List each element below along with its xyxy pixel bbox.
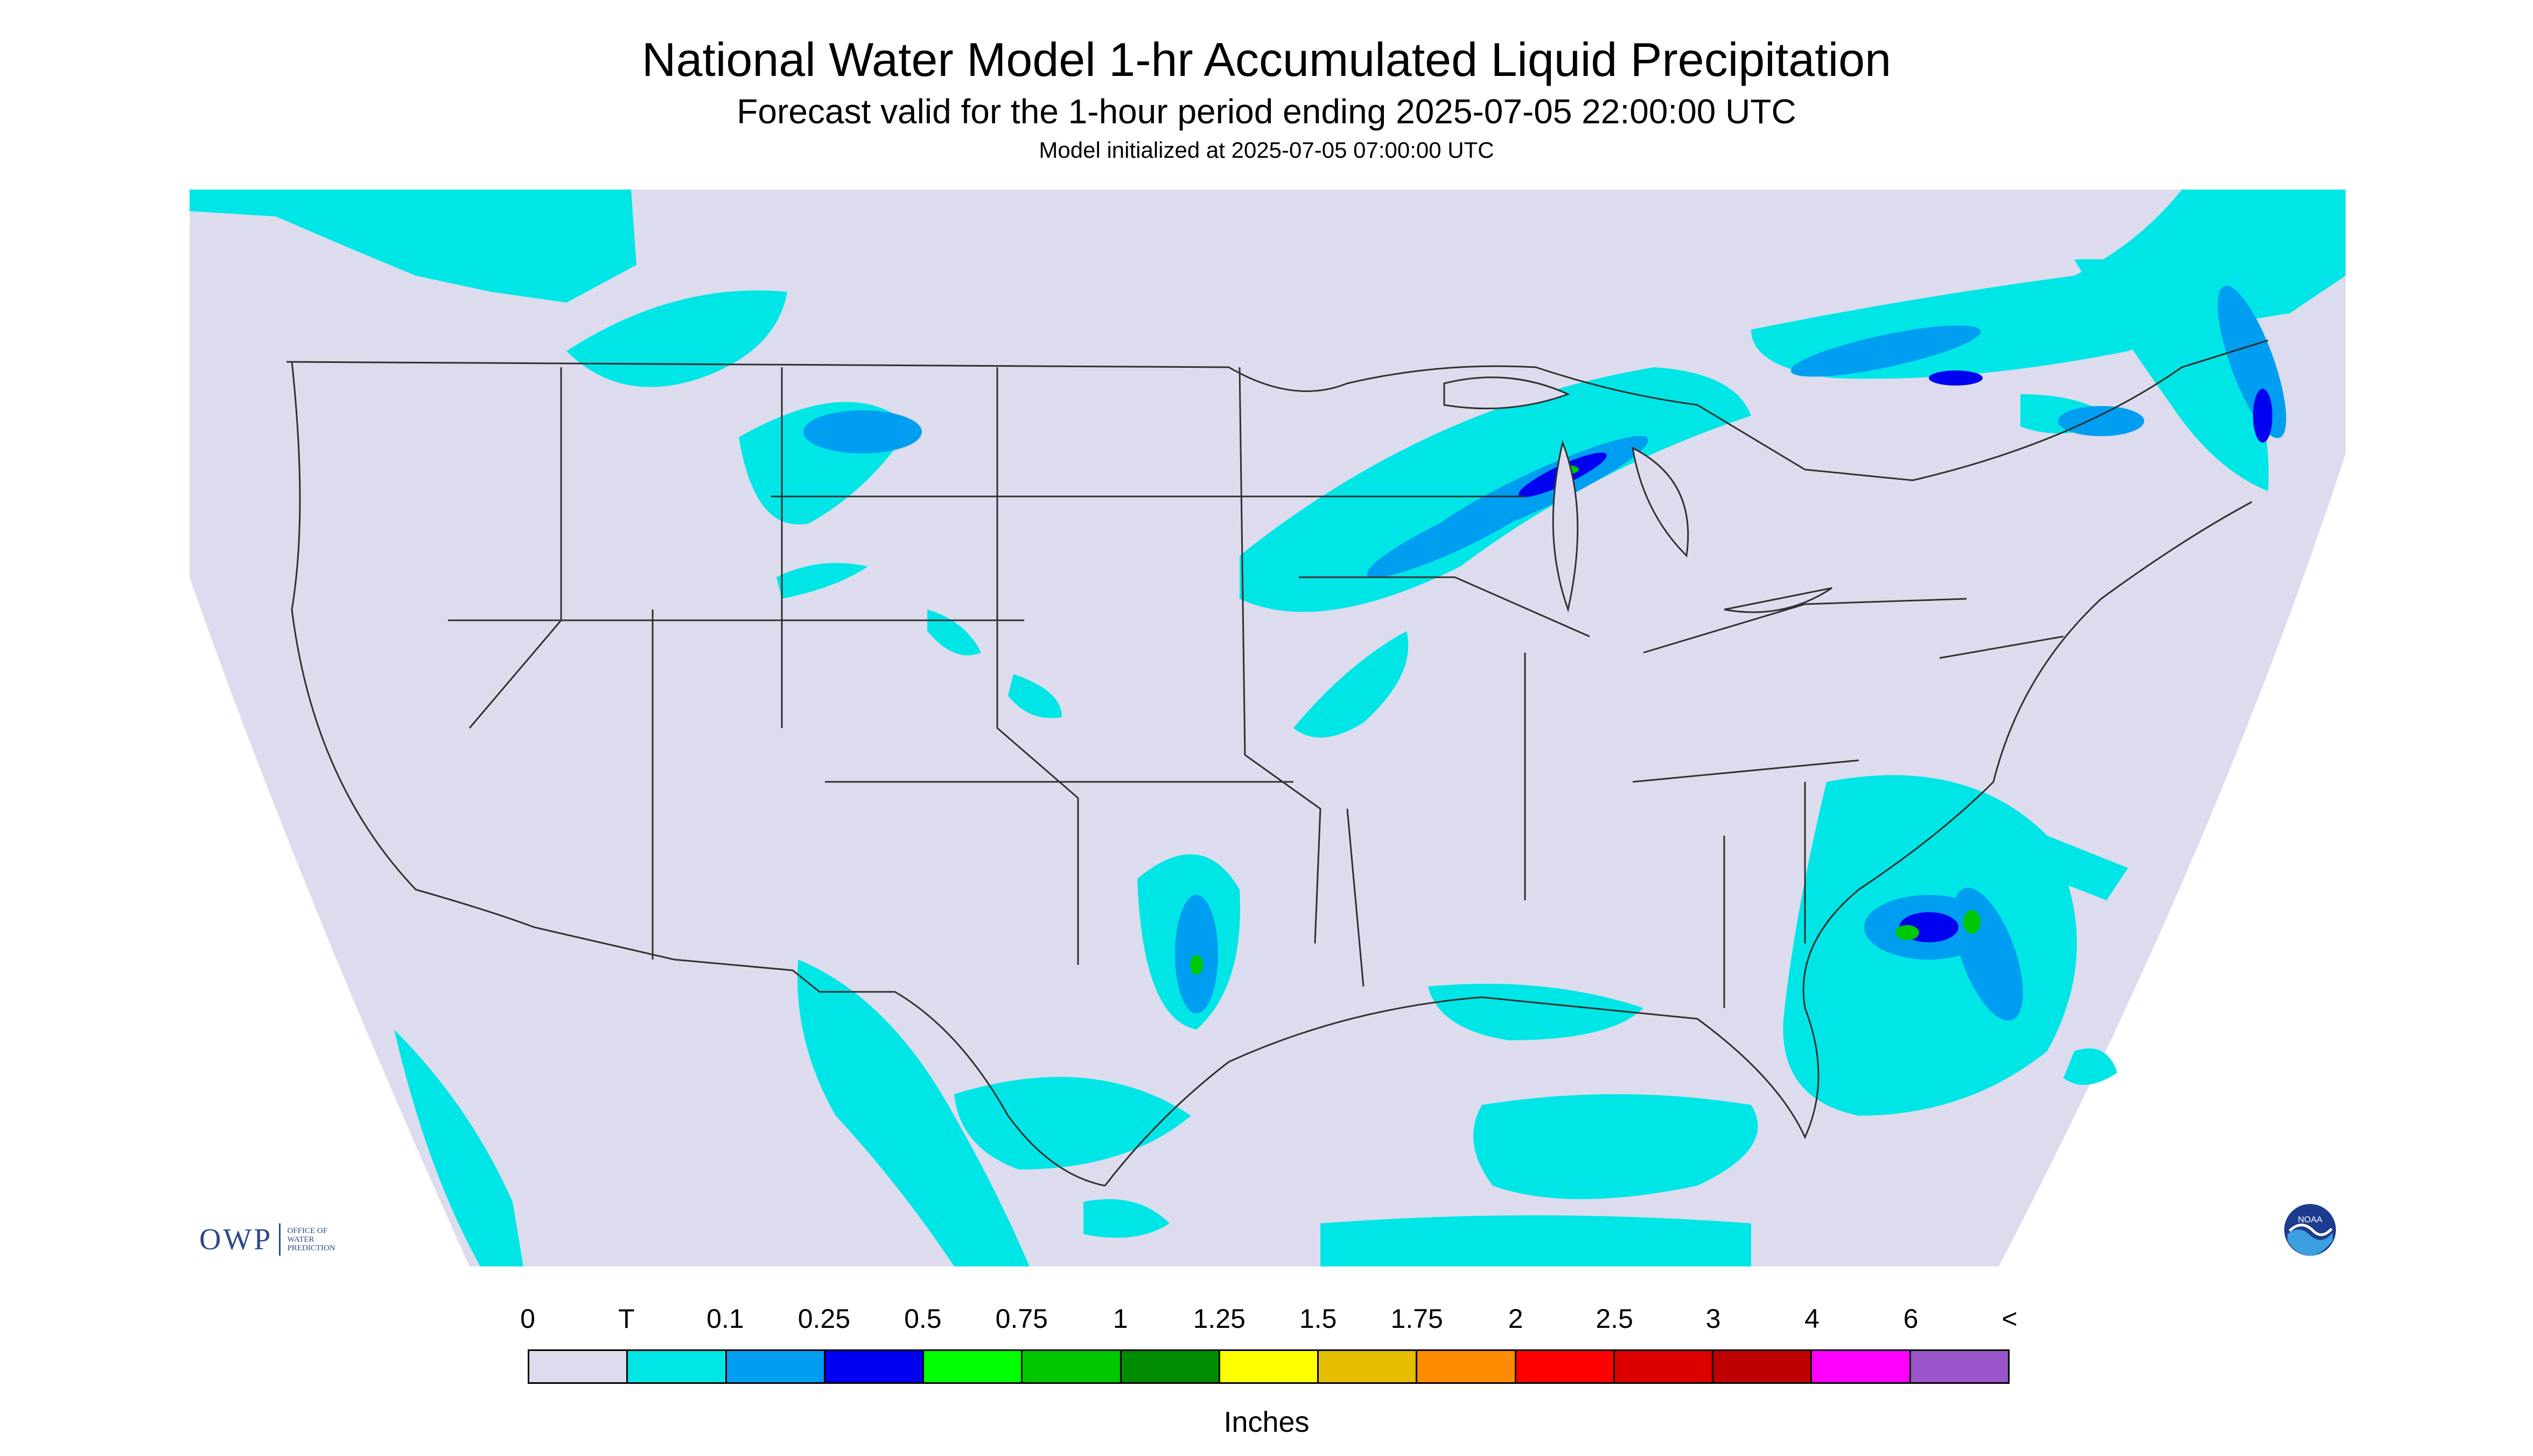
legend-color-cell — [529, 1351, 628, 1382]
legend-color-cell — [1121, 1351, 1220, 1382]
owp-subtext-line: PREDICTION — [287, 1244, 335, 1252]
legend-color-cell — [1220, 1351, 1319, 1382]
legend-tick-label: 1.25 — [1193, 1304, 1245, 1334]
legend-units-label: Inches — [1223, 1406, 1310, 1438]
state-and-country-boundaries — [286, 339, 2269, 1187]
precip-light-areas — [190, 190, 2346, 1266]
noaa-logo-wave — [2287, 1229, 2333, 1256]
owp-subtext-line: OFFICE OF — [287, 1227, 328, 1235]
legend-color-cell — [726, 1351, 825, 1382]
legend-tick-label: 4 — [1804, 1304, 1820, 1334]
legend-color-cell — [1417, 1351, 1516, 1382]
legend-color-cell — [1023, 1351, 1122, 1382]
legend-color-cell — [1516, 1351, 1615, 1382]
legend-tick-label: 2 — [1508, 1304, 1523, 1334]
legend-tick-label: 0.1 — [706, 1304, 744, 1334]
owp-subtext-line: WATER — [287, 1235, 314, 1244]
map-subtitle: Forecast valid for the 1-hour period end… — [737, 92, 1796, 131]
legend-tick-label: 0.25 — [797, 1304, 851, 1334]
legend-color-cell — [628, 1351, 727, 1382]
legend-color-cell — [924, 1351, 1023, 1382]
legend-color-cell — [1713, 1351, 1813, 1382]
owp-logo: OWP OFFICE OF WATER PREDICTION — [199, 1222, 335, 1257]
precipitation-map — [190, 190, 2346, 1266]
owp-logo-divider — [279, 1223, 281, 1256]
great-lakes — [1443, 376, 1832, 613]
legend-tick-label: 1.75 — [1390, 1304, 1443, 1334]
legend-colorbar — [528, 1349, 2010, 1384]
legend-color-cell — [1812, 1351, 1911, 1382]
legend-tick-label: 3 — [1705, 1304, 1721, 1334]
legend-tick-label: 1.5 — [1299, 1304, 1337, 1334]
legend-color-cell — [1319, 1351, 1418, 1382]
legend-tick-label: 1 — [1112, 1304, 1128, 1334]
owp-logo-text: OWP — [199, 1223, 273, 1256]
legend-tick-label: 0.5 — [904, 1304, 942, 1334]
owp-logo-subtext: OFFICE OF WATER PREDICTION — [287, 1227, 335, 1252]
noaa-logo-stripe — [2289, 1223, 2333, 1236]
legend-color-cell — [825, 1351, 925, 1382]
legend-tick-label: 6 — [1903, 1304, 1919, 1334]
map-title: National Water Model 1-hr Accumulated Li… — [641, 33, 1892, 86]
legend-color-cell — [1911, 1351, 2008, 1382]
legend-tick-label: 2.5 — [1596, 1304, 1633, 1334]
legend-tick-label: 0.75 — [995, 1304, 1048, 1334]
legend-tick-label: 0 — [520, 1304, 535, 1334]
noaa-logo-text: NOAA — [2298, 1215, 2322, 1224]
model-init-line: Model initialized at 2025-07-05 07:00:00… — [1039, 137, 1494, 163]
legend-color-cell — [1614, 1351, 1714, 1382]
legend-tick-label: < — [2002, 1304, 2018, 1334]
noaa-logo: NOAA — [2283, 1203, 2337, 1259]
legend-tick-label: T — [618, 1304, 635, 1334]
